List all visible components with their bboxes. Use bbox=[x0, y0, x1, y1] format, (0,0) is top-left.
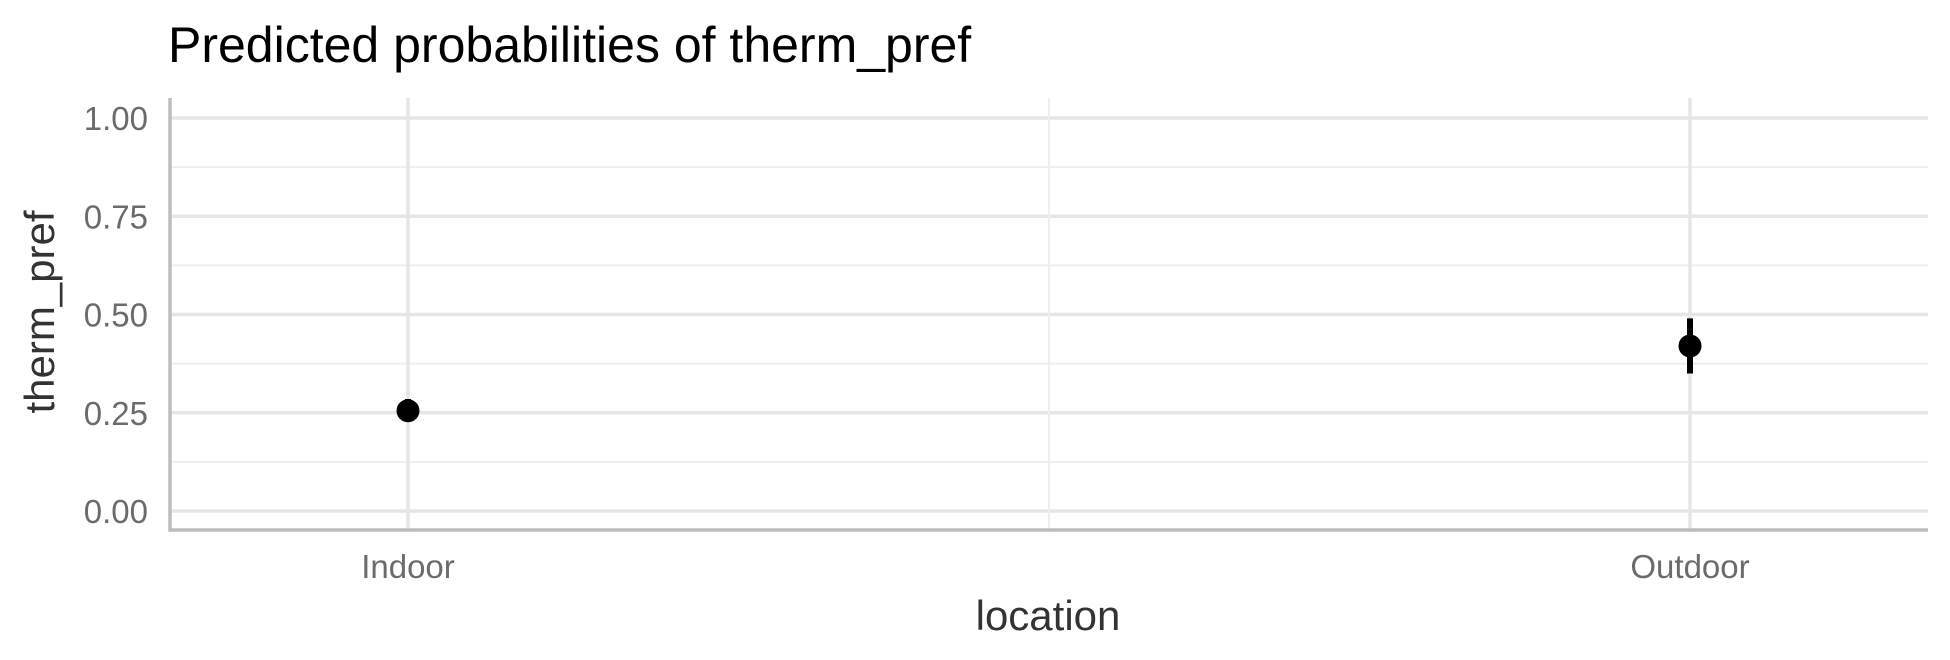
axes bbox=[168, 98, 1928, 532]
x-tick-labels: Indoor Outdoor bbox=[361, 548, 1749, 585]
y-axis-title: therm_pref bbox=[16, 210, 63, 413]
data-point bbox=[396, 399, 420, 423]
y-tick-label: 0.00 bbox=[84, 493, 148, 530]
y-tick-label: 0.25 bbox=[84, 395, 148, 432]
y-tick-label: 0.75 bbox=[84, 198, 148, 235]
chart-title: Predicted probabilities of therm_pref bbox=[168, 17, 971, 73]
y-tick-labels: 0.00 0.25 0.50 0.75 1.00 bbox=[84, 100, 148, 530]
y-tick-label: 1.00 bbox=[84, 100, 148, 137]
data-marks bbox=[396, 318, 1702, 423]
x-tick-label: Outdoor bbox=[1630, 548, 1749, 585]
grid bbox=[170, 98, 1928, 530]
x-axis-title: location bbox=[976, 592, 1121, 639]
data-point bbox=[1678, 334, 1702, 358]
x-tick-label: Indoor bbox=[361, 548, 455, 585]
y-tick-label: 0.50 bbox=[84, 297, 148, 334]
